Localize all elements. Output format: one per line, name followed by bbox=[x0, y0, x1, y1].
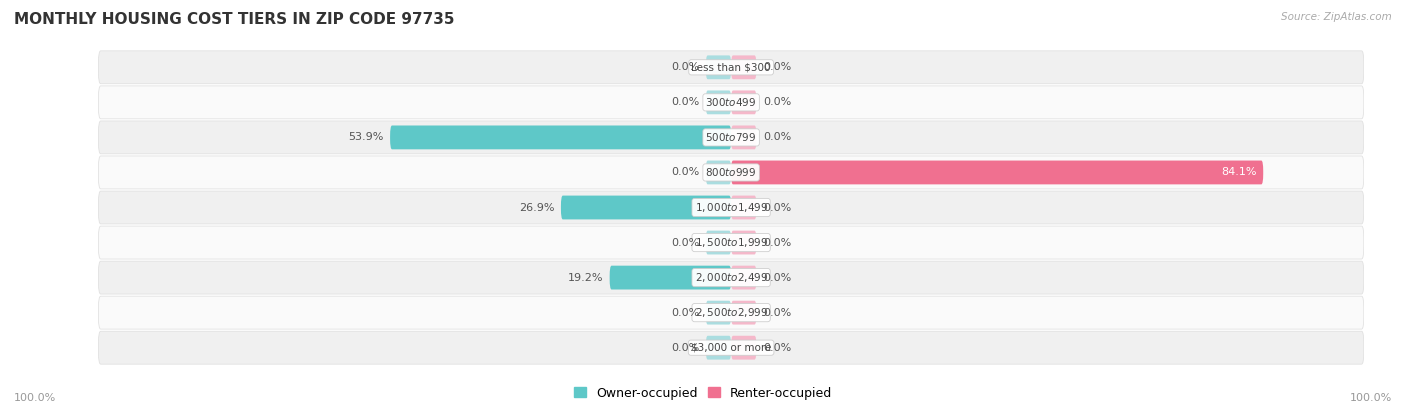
Text: 0.0%: 0.0% bbox=[762, 343, 792, 353]
FancyBboxPatch shape bbox=[610, 266, 731, 290]
Text: Source: ZipAtlas.com: Source: ZipAtlas.com bbox=[1281, 12, 1392, 22]
Text: $300 to $499: $300 to $499 bbox=[706, 96, 756, 108]
FancyBboxPatch shape bbox=[98, 156, 1364, 189]
Text: $1,500 to $1,999: $1,500 to $1,999 bbox=[695, 236, 768, 249]
Text: 0.0%: 0.0% bbox=[762, 203, 792, 212]
Text: 100.0%: 100.0% bbox=[1350, 393, 1392, 403]
Text: 100.0%: 100.0% bbox=[14, 393, 56, 403]
Text: 0.0%: 0.0% bbox=[762, 62, 792, 72]
FancyBboxPatch shape bbox=[706, 301, 731, 325]
Text: 19.2%: 19.2% bbox=[568, 273, 603, 283]
Text: $1,000 to $1,499: $1,000 to $1,499 bbox=[695, 201, 768, 214]
FancyBboxPatch shape bbox=[98, 331, 1364, 364]
Text: 0.0%: 0.0% bbox=[762, 98, 792, 107]
FancyBboxPatch shape bbox=[731, 90, 756, 114]
Text: 0.0%: 0.0% bbox=[762, 308, 792, 317]
FancyBboxPatch shape bbox=[731, 56, 756, 79]
FancyBboxPatch shape bbox=[731, 301, 756, 325]
FancyBboxPatch shape bbox=[731, 231, 756, 254]
FancyBboxPatch shape bbox=[731, 195, 756, 220]
FancyBboxPatch shape bbox=[706, 161, 731, 184]
FancyBboxPatch shape bbox=[98, 86, 1364, 119]
FancyBboxPatch shape bbox=[706, 90, 731, 114]
Text: 0.0%: 0.0% bbox=[671, 237, 699, 247]
Text: Less than $300: Less than $300 bbox=[692, 62, 770, 72]
Text: 0.0%: 0.0% bbox=[671, 308, 699, 317]
FancyBboxPatch shape bbox=[98, 261, 1364, 294]
Text: 0.0%: 0.0% bbox=[762, 132, 792, 142]
Text: $3,000 or more: $3,000 or more bbox=[690, 343, 772, 353]
FancyBboxPatch shape bbox=[731, 161, 1263, 184]
Text: 0.0%: 0.0% bbox=[671, 168, 699, 178]
Text: 0.0%: 0.0% bbox=[671, 62, 699, 72]
Text: $2,000 to $2,499: $2,000 to $2,499 bbox=[695, 271, 768, 284]
Text: 0.0%: 0.0% bbox=[671, 98, 699, 107]
FancyBboxPatch shape bbox=[98, 296, 1364, 329]
Legend: Owner-occupied, Renter-occupied: Owner-occupied, Renter-occupied bbox=[568, 382, 838, 405]
Text: $500 to $799: $500 to $799 bbox=[706, 132, 756, 144]
Text: 84.1%: 84.1% bbox=[1222, 168, 1257, 178]
FancyBboxPatch shape bbox=[98, 226, 1364, 259]
Text: MONTHLY HOUSING COST TIERS IN ZIP CODE 97735: MONTHLY HOUSING COST TIERS IN ZIP CODE 9… bbox=[14, 12, 454, 27]
Text: 0.0%: 0.0% bbox=[762, 237, 792, 247]
FancyBboxPatch shape bbox=[561, 195, 731, 220]
FancyBboxPatch shape bbox=[98, 191, 1364, 224]
FancyBboxPatch shape bbox=[706, 336, 731, 359]
Text: $2,500 to $2,999: $2,500 to $2,999 bbox=[695, 306, 768, 319]
FancyBboxPatch shape bbox=[98, 121, 1364, 154]
FancyBboxPatch shape bbox=[706, 56, 731, 79]
FancyBboxPatch shape bbox=[731, 266, 756, 290]
FancyBboxPatch shape bbox=[389, 125, 731, 149]
FancyBboxPatch shape bbox=[731, 336, 756, 359]
FancyBboxPatch shape bbox=[706, 231, 731, 254]
Text: 26.9%: 26.9% bbox=[519, 203, 554, 212]
FancyBboxPatch shape bbox=[98, 51, 1364, 84]
FancyBboxPatch shape bbox=[731, 125, 756, 149]
Text: 0.0%: 0.0% bbox=[671, 343, 699, 353]
Text: $800 to $999: $800 to $999 bbox=[706, 166, 756, 178]
Text: 53.9%: 53.9% bbox=[349, 132, 384, 142]
Text: 0.0%: 0.0% bbox=[762, 273, 792, 283]
